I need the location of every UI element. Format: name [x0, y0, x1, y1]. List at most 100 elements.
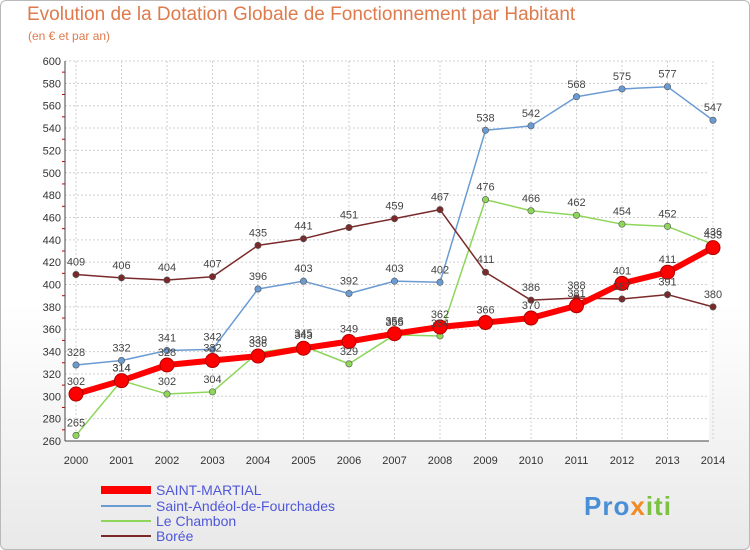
x-tick-label: 2005 — [291, 455, 315, 467]
data-point — [663, 291, 671, 299]
data-label: 436 — [704, 226, 722, 238]
x-tick-label: 2002 — [155, 455, 179, 467]
data-label: 433 — [704, 230, 722, 242]
data-point — [299, 277, 307, 285]
data-label: 411 — [659, 254, 677, 266]
data-label: 451 — [340, 210, 358, 222]
data-point — [527, 207, 535, 215]
data-point — [159, 357, 175, 373]
data-point — [618, 295, 626, 303]
data-point — [68, 386, 84, 402]
x-tick-label: 2007 — [382, 455, 406, 467]
data-point — [299, 235, 307, 243]
plot-area — [65, 61, 709, 441]
x-tick-label: 2009 — [473, 455, 497, 467]
logo-part-1: Pro — [584, 491, 631, 521]
data-point — [481, 126, 489, 134]
legend-label-1: Saint-Andéol-de-Fourchades — [156, 498, 335, 514]
data-label: 435 — [249, 227, 267, 239]
data-label: 387 — [613, 281, 631, 293]
data-point — [569, 298, 584, 314]
logo-part-3: iti — [645, 491, 672, 521]
y-tick-label: 480 — [43, 190, 61, 202]
data-point — [72, 431, 80, 439]
data-point — [618, 85, 626, 93]
data-label: 304 — [203, 374, 221, 386]
x-tick-label: 2008 — [428, 455, 452, 467]
data-label: 302 — [158, 376, 176, 388]
y-tick-label: 260 — [43, 436, 61, 448]
data-label: 370 — [522, 300, 540, 312]
data-point — [527, 296, 535, 304]
data-point — [345, 360, 353, 368]
data-label: 336 — [249, 338, 267, 350]
data-label: 362 — [431, 309, 449, 321]
x-tick-label: 2012 — [610, 455, 634, 467]
data-label: 380 — [704, 289, 722, 301]
data-label: 547 — [704, 102, 722, 114]
data-point — [478, 315, 493, 331]
data-label: 403 — [385, 263, 403, 275]
data-label: 407 — [203, 259, 221, 271]
data-point — [341, 334, 357, 350]
y-tick-label: 320 — [43, 369, 61, 381]
data-point — [72, 270, 80, 278]
logo-part-2: x — [630, 491, 646, 521]
data-point — [481, 268, 489, 276]
y-tick-label: 560 — [43, 101, 61, 113]
data-label: 462 — [567, 197, 585, 209]
data-point — [296, 340, 311, 356]
data-label: 396 — [249, 271, 267, 283]
data-label: 342 — [203, 331, 221, 343]
data-point — [618, 220, 626, 228]
data-point — [709, 116, 717, 124]
data-label: 454 — [613, 206, 631, 218]
data-label: 476 — [476, 182, 494, 194]
data-label: 381 — [567, 288, 585, 300]
data-label: 354 — [431, 318, 449, 330]
data-point — [572, 93, 580, 101]
y-tick-label: 380 — [43, 302, 61, 314]
x-tick-label: 2014 — [701, 455, 725, 467]
data-label: 575 — [613, 71, 631, 83]
data-point — [705, 240, 721, 256]
data-label: 345 — [294, 328, 312, 340]
x-tick-label: 2006 — [337, 455, 361, 467]
x-tick-label: 2004 — [246, 455, 270, 467]
data-label: 349 — [340, 324, 358, 336]
data-label: 577 — [658, 69, 676, 81]
data-label: 403 — [294, 263, 312, 275]
data-label: 302 — [67, 376, 85, 388]
y-tick-label: 340 — [43, 347, 61, 359]
data-label: 341 — [158, 332, 176, 344]
y-tick-label: 280 — [43, 414, 61, 426]
data-label: 332 — [112, 343, 130, 355]
data-label: 328 — [158, 347, 176, 359]
x-tick-label: 2011 — [565, 455, 589, 467]
data-point — [663, 83, 671, 91]
data-label: 409 — [67, 256, 85, 268]
legend-label-0: SAINT-MARTIAL — [156, 482, 262, 498]
data-label: 391 — [658, 277, 676, 289]
data-label: 411 — [477, 254, 495, 266]
y-tick-label: 420 — [43, 257, 61, 269]
data-point — [527, 122, 535, 130]
data-label: 355 — [385, 317, 403, 329]
data-label: 404 — [158, 262, 176, 274]
data-point — [209, 388, 217, 396]
data-point — [436, 278, 444, 286]
data-label: 466 — [522, 193, 540, 205]
data-point — [209, 345, 217, 353]
data-point — [387, 326, 402, 342]
data-point — [614, 275, 630, 291]
data-label: 339 — [249, 335, 267, 347]
x-tick-label: 2003 — [200, 455, 224, 467]
data-point — [254, 241, 262, 249]
y-tick-label: 400 — [43, 280, 61, 292]
data-point — [250, 348, 266, 364]
legend-label-3: Borée — [156, 528, 194, 544]
data-label: 366 — [476, 305, 494, 317]
y-tick-label: 540 — [43, 123, 61, 135]
data-point — [72, 361, 80, 369]
